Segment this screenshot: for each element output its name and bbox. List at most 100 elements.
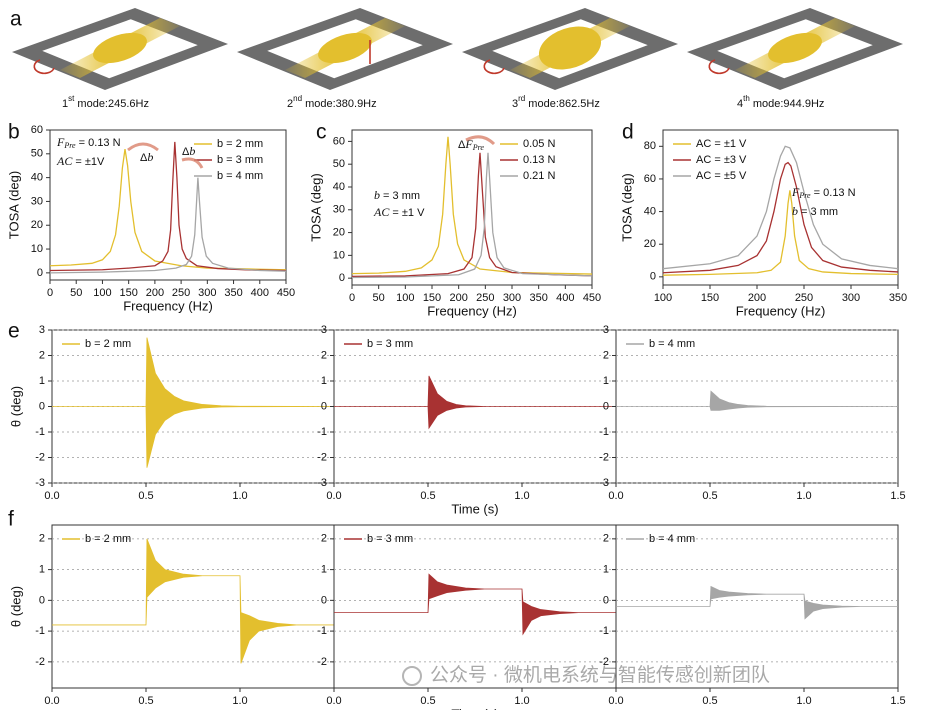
y-tick-label: 40 (333, 181, 345, 193)
legend-label: b = 4 mm (649, 338, 695, 350)
x-tick-label: 0.0 (608, 490, 623, 502)
y-tick-label: -1 (35, 625, 45, 637)
mode-number: 1 (62, 98, 68, 110)
legend-label: b = 3 mm (367, 533, 413, 545)
x-tick-label: 300 (503, 292, 521, 304)
x-tick-label: 150 (423, 292, 441, 304)
y-tick-label: -3 (317, 477, 327, 489)
y-tick-label: -2 (35, 656, 45, 668)
panel-label: e (8, 320, 20, 343)
mode-label: 4th mode:944.9Hz (737, 94, 824, 110)
mode-number: 2 (287, 98, 293, 110)
mode-suffix: nd (293, 94, 302, 103)
y-tick-label: 1 (603, 564, 609, 576)
legend-label: b = 2 mm (217, 138, 263, 150)
x-tick-label: 0.0 (44, 695, 59, 707)
plot-frame (351, 129, 593, 286)
series-line (662, 190, 899, 276)
y-tick-label: 50 (333, 158, 345, 170)
x-tick-label: 1.0 (514, 695, 529, 707)
legend-label: b = 2 mm (85, 338, 131, 350)
annotation: b = 3 mm (792, 204, 838, 218)
x-tick-label: 1.0 (232, 695, 247, 707)
mode-number: 3 (512, 98, 518, 110)
annotation-part: Δ (140, 152, 148, 164)
y-tick-label: 1 (39, 564, 45, 576)
panel-label: f (8, 508, 14, 531)
y-tick-label: 1 (603, 375, 609, 387)
y-tick-label: 20 (31, 219, 43, 231)
panel-label: b (8, 121, 20, 144)
panel-label: c (316, 121, 327, 144)
series-line (49, 148, 287, 271)
y-tick-label: 2 (39, 349, 45, 361)
y-tick-label: -3 (35, 477, 45, 489)
series-line (49, 141, 287, 272)
annotation-part: AC (56, 154, 73, 168)
x-tick-label: 300 (842, 292, 860, 304)
legend-label: 0.05 N (523, 138, 555, 150)
annotation-part: = 0.13 N (76, 137, 121, 149)
annotation-part: b (792, 204, 798, 218)
y-tick-label: 0 (39, 594, 45, 606)
annotation-part: F (56, 135, 65, 149)
y-axis-title: TOSA (deg) (619, 173, 634, 241)
x-tick-label: 300 (198, 287, 216, 299)
panel-label: d (622, 121, 634, 144)
watermark: 公众号 · 微机电系统与智能传感创新团队 (430, 664, 770, 686)
annotation-part: = 3 mm (380, 190, 420, 202)
plate (318, 32, 372, 64)
mode-text: mode:245.6Hz (74, 98, 149, 110)
series-line (351, 136, 593, 275)
x-tick-label: 0.0 (44, 490, 59, 502)
annotation: FPre = 0.13 N (56, 135, 121, 150)
y-tick-label: 60 (333, 135, 345, 147)
y-tick-label: 10 (31, 243, 43, 255)
mode-suffix: th (743, 94, 750, 103)
annotation-part: = 0.13 N (811, 187, 856, 199)
plot-frame (49, 129, 287, 281)
y-tick-label: 0 (650, 271, 656, 283)
mode-illustration (12, 8, 228, 90)
annotation-part: Pre (798, 191, 811, 200)
y-tick-label: 2 (321, 349, 327, 361)
y-tick-label: -1 (35, 426, 45, 438)
y-tick-label: 0 (603, 400, 609, 412)
y-axis-title: TOSA (deg) (308, 173, 323, 241)
y-tick-label: 0 (603, 594, 609, 606)
x-tick-label: 0.0 (326, 490, 341, 502)
x-tick-label: 350 (224, 287, 242, 299)
x-tick-label: 0.0 (608, 695, 623, 707)
y-tick-label: 3 (321, 324, 327, 336)
annotation-part: b (189, 144, 195, 158)
y-tick-label: 0 (37, 267, 43, 279)
y-tick-label: -2 (599, 451, 609, 463)
x-axis-title: Frequency (Hz) (123, 298, 213, 313)
oscillation-envelope (52, 538, 334, 664)
x-tick-label: 0.5 (138, 490, 153, 502)
series-line (49, 177, 287, 274)
series-line (662, 161, 899, 274)
y-tick-label: 1 (39, 375, 45, 387)
legend-label: AC = ±5 V (696, 170, 747, 182)
x-tick-label: 100 (654, 292, 672, 304)
x-tick-label: 1.5 (890, 490, 905, 502)
x-tick-label: 0 (47, 287, 53, 299)
x-tick-label: 250 (795, 292, 813, 304)
watermark-icon (402, 666, 422, 686)
y-tick-label: 3 (603, 324, 609, 336)
oscillation-envelope (616, 585, 898, 620)
x-tick-label: 1.0 (796, 490, 811, 502)
annotation-part: Δ (458, 139, 466, 151)
annotation-part: F (464, 137, 473, 151)
series-line (662, 145, 899, 270)
x-tick-label: 200 (146, 287, 164, 299)
motion-arrow (33, 59, 55, 75)
annotation: ΔFPre (458, 137, 484, 152)
y-tick-label: 2 (603, 349, 609, 361)
x-axis-title: Frequency (Hz) (427, 303, 517, 318)
annotation-part: = 3 mm (798, 206, 838, 218)
y-tick-label: 30 (31, 195, 43, 207)
x-tick-label: 50 (373, 292, 385, 304)
